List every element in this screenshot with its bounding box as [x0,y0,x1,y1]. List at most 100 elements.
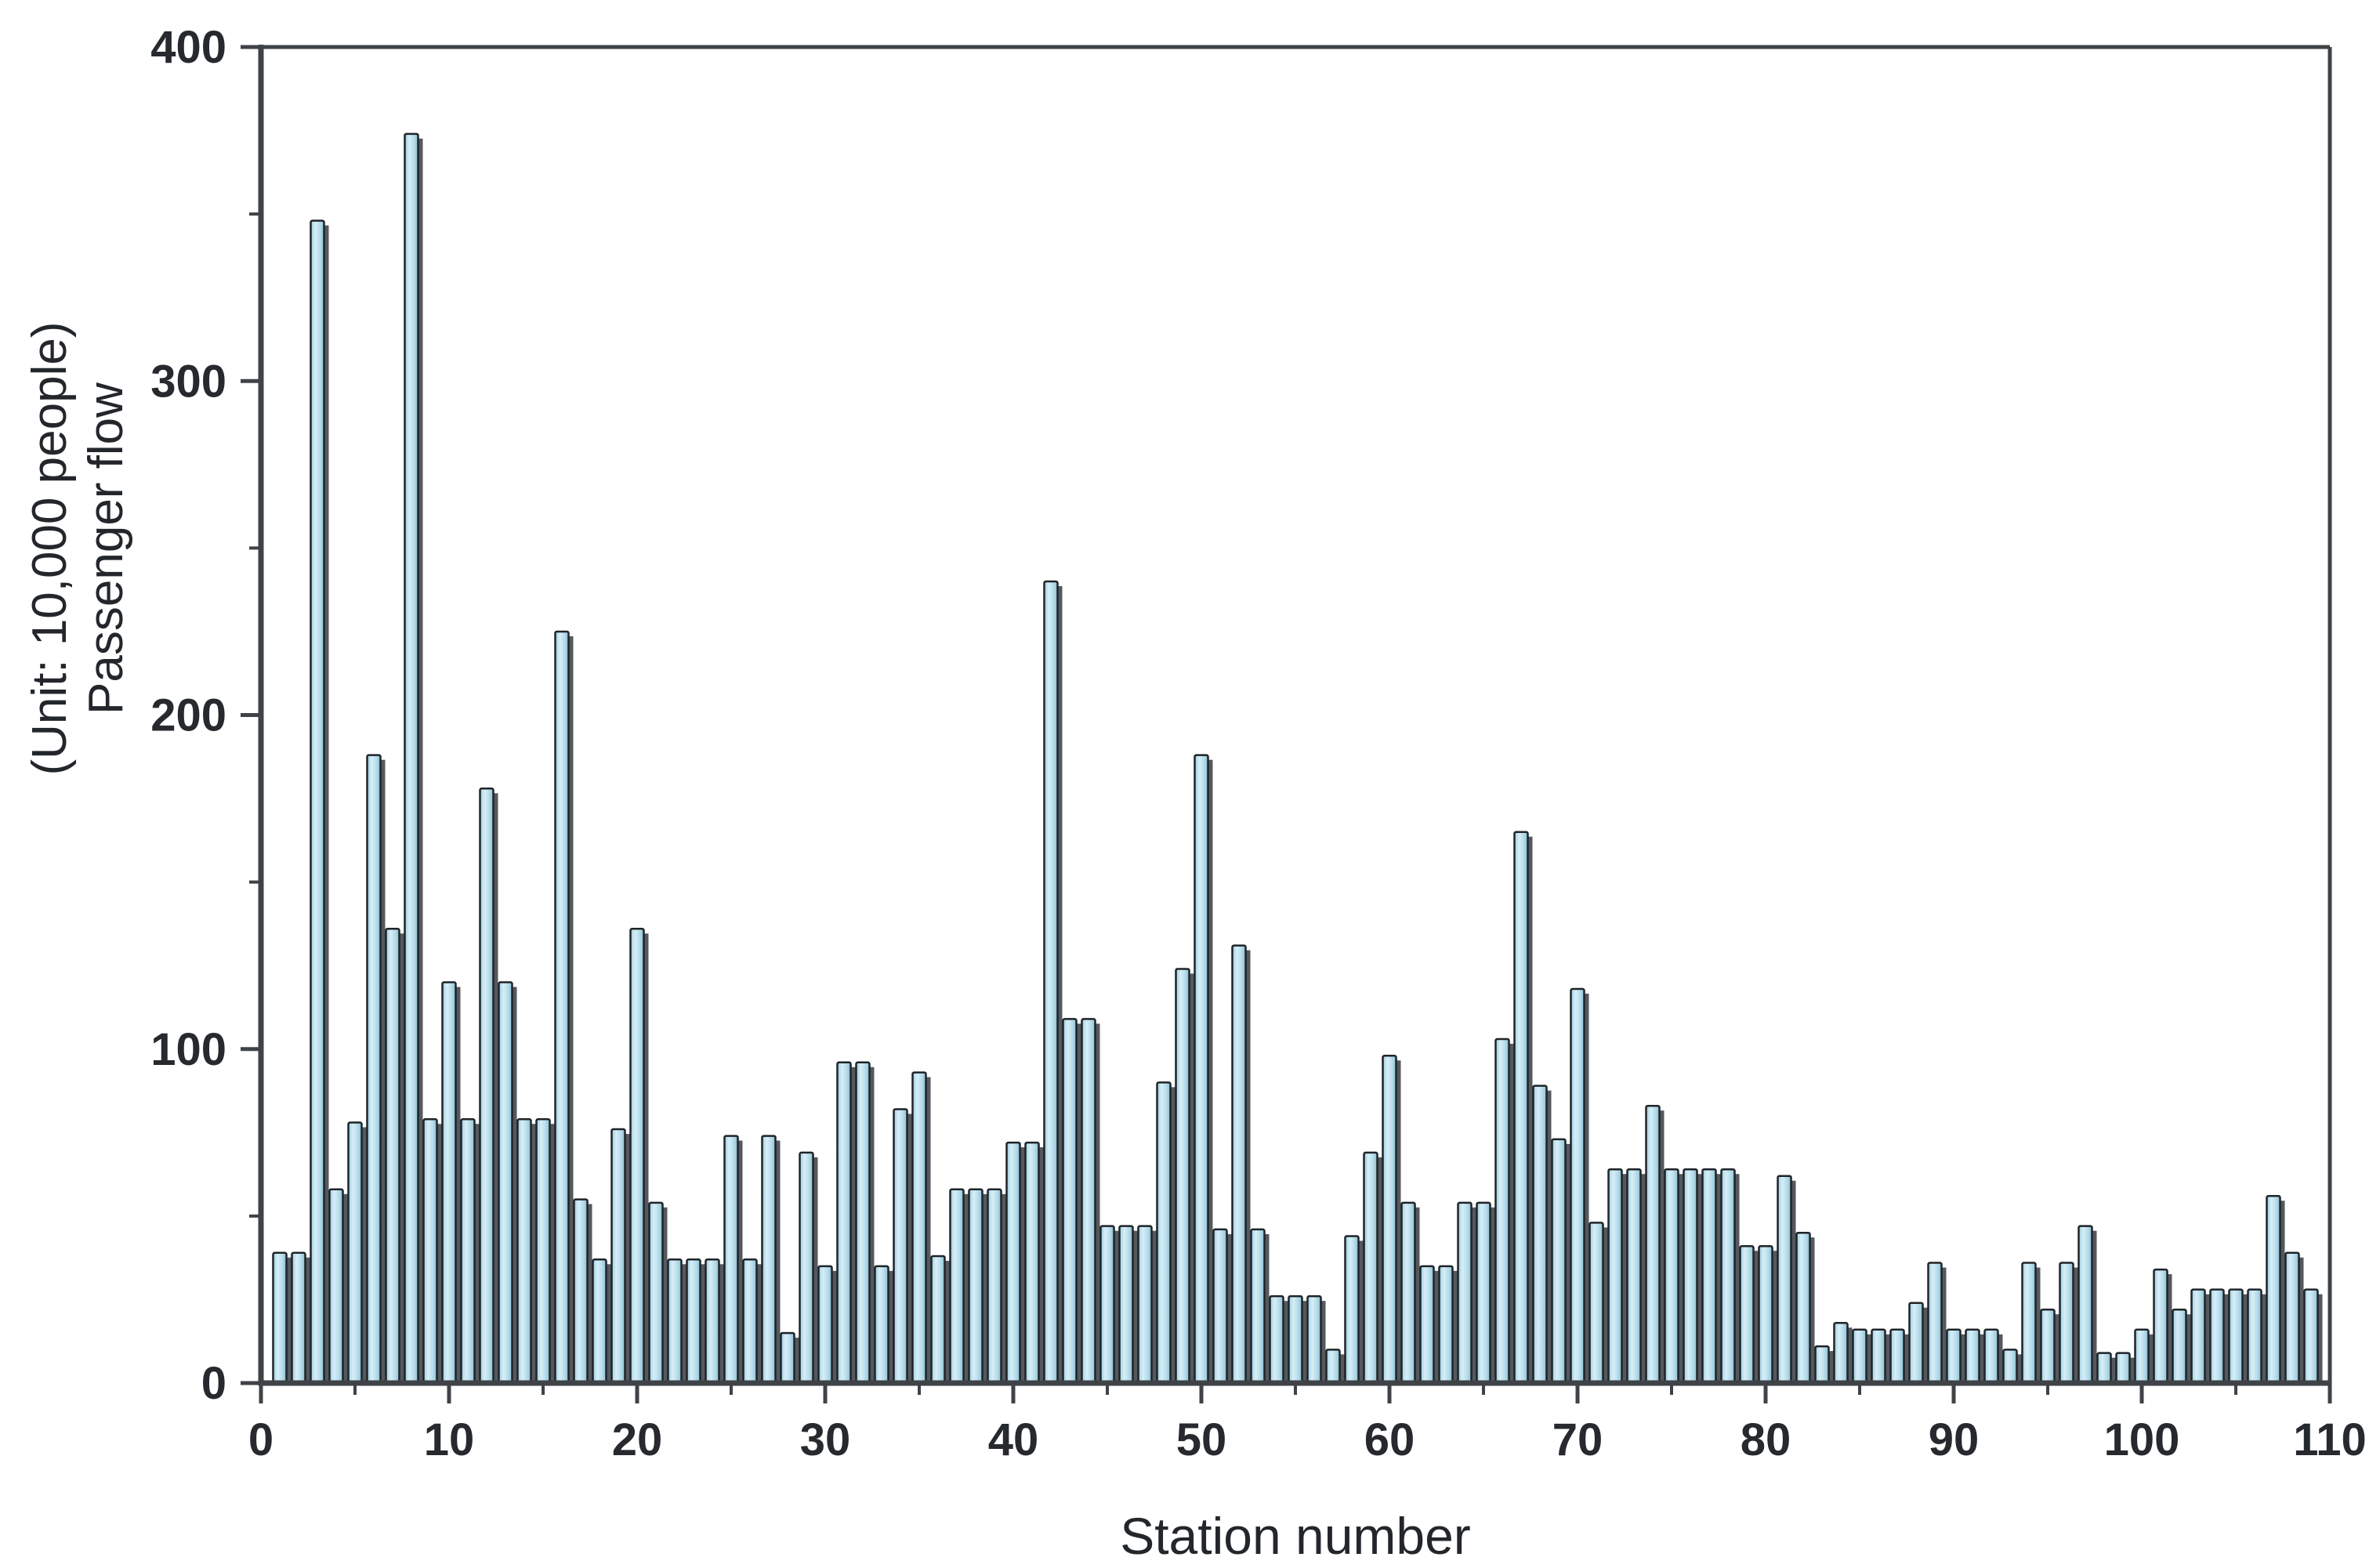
bar-shadow-station-103 [2202,1294,2210,1383]
bar-shadow-station-22 [679,1264,686,1383]
bar-shadow-station-55 [1299,1301,1307,1383]
bar-shadow-station-64 [1469,1207,1476,1383]
bar-shadow-station-13 [509,987,517,1383]
bar-shadow-station-109 [2315,1294,2323,1383]
bar-station-57 [1325,1349,1341,1385]
bar-shadow-station-81 [1788,1180,1796,1383]
bar-station-94 [2021,1262,2037,1385]
bar-station-103 [2190,1288,2206,1385]
x-tick-label-100: 100 [2104,1414,2180,1465]
bar-station-52 [1231,944,1247,1385]
bar-shadow-station-40 [1017,1147,1025,1383]
x-tick-label-90: 90 [1929,1414,1980,1465]
bar-station-44 [1081,1018,1096,1385]
bar-shadow-station-39 [998,1193,1006,1383]
bar-shadow-station-26 [754,1264,762,1383]
bar-shadow-station-89 [1939,1267,1947,1383]
x-axis-title: Station number [1120,1507,1471,1565]
bar-shadow-station-72 [1619,1174,1627,1383]
x-tick-label-110: 110 [2293,1414,2367,1465]
bar-shadow-station-57 [1337,1354,1345,1383]
bar-shadow-station-96 [2070,1267,2078,1383]
bar-shadow-station-84 [1845,1327,1853,1383]
bar-shadow-station-15 [547,1124,555,1383]
bar-shadow-station-58 [1356,1240,1364,1383]
bar-station-107 [2266,1195,2281,1385]
bar-shadow-station-51 [1224,1233,1232,1383]
bar-station-5 [347,1121,363,1385]
bar-station-31 [836,1061,852,1385]
bar-station-50 [1194,754,1209,1385]
y-axis-title-unit-line: (Unit: 10,000 people) [23,321,77,776]
bar-shadow-station-67 [1525,836,1533,1383]
bar-shadow-station-85 [1864,1334,1871,1383]
bar-shadow-station-76 [1694,1174,1702,1383]
bar-station-20 [629,928,645,1385]
bar-shadow-station-20 [641,933,649,1383]
bar-station-73 [1626,1168,1642,1385]
bar-station-85 [1852,1328,1867,1385]
bar-station-55 [1288,1295,1303,1385]
bar-station-74 [1645,1104,1661,1385]
bar-station-21 [648,1201,664,1385]
y-tick-label-200: 200 [150,690,226,741]
bar-shadow-station-31 [848,1066,856,1383]
bar-shadow-station-93 [2014,1354,2022,1383]
bar-shadow-station-61 [1412,1207,1420,1383]
x-tick-label-0: 0 [248,1414,274,1465]
bar-shadow-station-91 [1976,1334,1984,1383]
bar-station-9 [422,1118,438,1385]
x-tick-label-60: 60 [1364,1414,1415,1465]
bar-shadow-station-102 [2183,1314,2191,1383]
bar-shadow-station-42 [1055,586,1063,1383]
bar-shadow-station-101 [2164,1274,2172,1383]
bar-station-1 [272,1251,288,1385]
bar-station-108 [2284,1251,2300,1385]
x-tick-label-40: 40 [988,1414,1039,1465]
bar-station-18 [592,1258,607,1385]
bar-shadow-station-94 [2033,1267,2041,1383]
bar-station-98 [2096,1352,2112,1385]
bar-shadow-station-1 [284,1257,292,1383]
bar-shadow-station-71 [1600,1227,1608,1383]
y-tick-label-100: 100 [150,1024,226,1075]
bar-station-97 [2078,1225,2093,1385]
bar-station-42 [1043,580,1059,1385]
bar-shadow-station-5 [359,1127,367,1383]
x-tick-label-50: 50 [1176,1414,1227,1465]
bar-shadow-station-99 [2127,1357,2135,1383]
bar-shadow-station-24 [716,1264,724,1383]
bar-station-84 [1833,1322,1849,1385]
bar-station-27 [761,1135,777,1385]
bar-station-99 [2115,1352,2131,1385]
bar-shadow-station-49 [1186,973,1194,1383]
bar-shadow-station-82 [1807,1237,1815,1383]
bar-shadow-station-88 [1920,1307,1928,1383]
bar-shadow-station-41 [1036,1147,1044,1383]
bar-station-29 [799,1151,814,1385]
bar-station-19 [610,1128,626,1385]
bar-shadow-station-63 [1450,1270,1458,1383]
bar-shadow-station-45 [1111,1230,1119,1383]
bar-station-56 [1306,1295,1322,1385]
bar-station-78 [1720,1168,1736,1385]
bar-shadow-station-43 [1074,1023,1081,1383]
bar-station-64 [1457,1201,1473,1385]
bar-station-41 [1024,1141,1040,1385]
bar-shadow-station-17 [585,1204,592,1383]
bar-station-72 [1607,1168,1623,1385]
bar-station-33 [874,1265,889,1385]
bar-station-12 [479,788,494,1385]
bar-station-80 [1758,1244,1773,1385]
bar-station-67 [1513,831,1529,1385]
bar-station-53 [1250,1228,1266,1385]
bar-station-68 [1532,1085,1548,1385]
bar-station-106 [2247,1288,2262,1385]
bar-station-90 [1946,1328,1962,1385]
bar-shadow-station-36 [942,1261,950,1383]
bar-shadow-station-104 [2221,1294,2229,1383]
bar-shadow-station-28 [792,1338,799,1383]
bar-shadow-station-32 [867,1066,875,1383]
bar-station-10 [441,981,457,1385]
